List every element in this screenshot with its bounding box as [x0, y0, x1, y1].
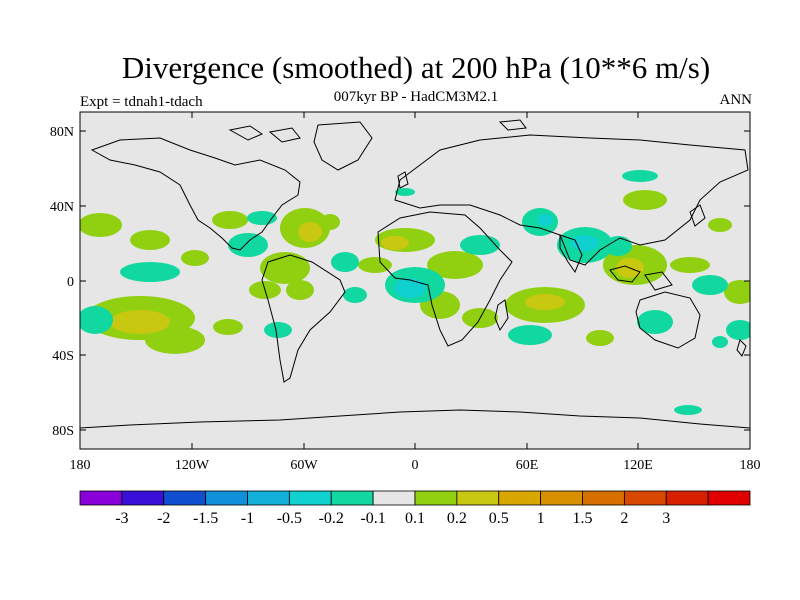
colorbar [79, 490, 751, 506]
colorbar-swatch [582, 490, 625, 506]
colorbar-swatch [163, 490, 207, 506]
colorbar-swatch [205, 490, 248, 506]
colorbar-swatch [456, 490, 500, 506]
lon-label: 60E [516, 458, 539, 473]
colorbar-swatch [288, 490, 332, 506]
divergence-field [80, 119, 750, 429]
colorbar-swatch [665, 490, 709, 506]
colorbar-label: -1.5 [193, 510, 218, 527]
colorbar-swatch [707, 490, 751, 506]
lat-label: 40S [52, 349, 74, 364]
colorbar-label: -0.2 [319, 510, 344, 527]
lat-label: 0 [67, 275, 74, 290]
lat-label: 80S [52, 424, 74, 439]
colorbar-labels: -3 -2 -1.5 -1 -0.5 -0.2 -0.1 0.1 0.2 0.5 1 1.5 2 3 [115, 510, 670, 527]
lon-label: 0 [412, 458, 419, 473]
colorbar-swatch [330, 490, 374, 506]
colorbar-swatch [414, 490, 458, 506]
colorbar-label: 3 [662, 510, 670, 527]
colorbar-swatch [121, 490, 165, 506]
colorbar-label: 2 [620, 510, 628, 527]
colorbar-label: 0.1 [405, 510, 425, 527]
latitude-labels: 80N 40N 0 40S 80S [50, 125, 74, 439]
colorbar-swatch [498, 490, 542, 506]
colorbar-label: 0.5 [489, 510, 509, 527]
lon-label: 60W [290, 458, 318, 473]
plot-title: Divergence (smoothed) at 200 hPa (10**6 … [121, 50, 711, 85]
colorbar-label: -2 [157, 510, 170, 527]
colorbar-label: 1 [537, 510, 545, 527]
lat-label: 80N [50, 125, 74, 140]
experiment-label: Expt = tdnah1-tdach [80, 94, 203, 110]
period-label: ANN [719, 92, 753, 108]
lon-label: 180 [740, 458, 761, 473]
colorbar-label: -3 [115, 510, 128, 527]
plot-subtitle: 007kyr BP - HadCM3M2.1 [333, 89, 499, 105]
longitude-labels: 180 120W 60W 0 60E 120E 180 [70, 458, 761, 473]
colorbar-swatch [247, 490, 290, 506]
colorbar-swatch [372, 490, 416, 506]
colorbar-label: 1.5 [573, 510, 593, 527]
colorbar-swatch [540, 490, 583, 506]
colorbar-label: -1 [241, 510, 254, 527]
lat-label: 40N [50, 200, 74, 215]
colorbar-label: -0.1 [360, 510, 385, 527]
colorbar-label: -0.5 [277, 510, 302, 527]
colorbar-label: 0.2 [447, 510, 467, 527]
coastlines [80, 119, 750, 429]
strong-positive-cores [110, 222, 644, 334]
axis-ticks [79, 112, 751, 449]
lon-label: 120E [623, 458, 653, 473]
lon-label: 120W [175, 458, 210, 473]
lon-label: 180 [70, 458, 91, 473]
colorbar-swatch [623, 490, 667, 506]
colorbar-swatch [79, 490, 123, 506]
